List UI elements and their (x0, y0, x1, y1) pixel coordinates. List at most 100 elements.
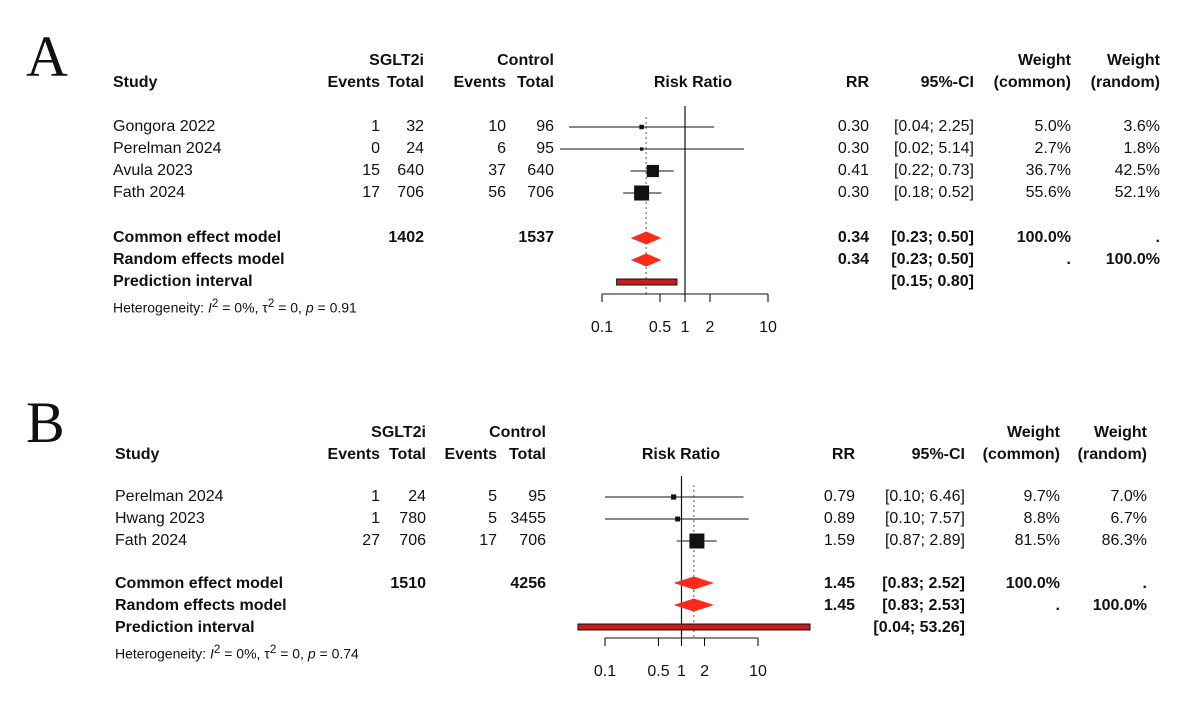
common-total1: 1510 (390, 575, 426, 592)
events1: 1 (371, 488, 380, 505)
rr-header: RR (845, 74, 869, 91)
ci-value: [0.10; 6.46] (884, 488, 965, 505)
study-name: Avula 2023 (113, 162, 193, 179)
weight-random: 42.5% (1114, 162, 1160, 179)
het-i2-symbol: I (209, 645, 214, 662)
total1-header: Total (386, 74, 424, 91)
x-tick-label: 10 (759, 319, 777, 336)
weight-common-subheader: (common) (982, 446, 1060, 463)
random-rr: 1.45 (823, 597, 855, 614)
x-tick-label: 0.1 (594, 663, 616, 680)
forest-panel-a: A SGLT2i Control Weight Weight Study Eve… (26, 24, 1160, 337)
study-header: Study (113, 74, 158, 91)
weight-random: 52.1% (1114, 184, 1160, 201)
prediction-interval-bar (616, 278, 678, 286)
group1-header: SGLT2i (371, 424, 426, 441)
weight-random-subheader: (random) (1090, 74, 1160, 91)
weight-common: 9.7% (1023, 488, 1060, 505)
ci-value: [0.10; 7.57] (884, 510, 965, 527)
het-i2-val: = 0%, (218, 299, 263, 316)
x-tick-label: 0.5 (649, 319, 671, 336)
events2-header: Events (444, 446, 497, 463)
random-weight-common: . (1066, 251, 1071, 268)
x-tick-label: 1 (677, 663, 686, 680)
events1-header: Events (327, 446, 380, 463)
weight-random-subheader: (random) (1077, 446, 1147, 463)
common-effect-diamond (673, 576, 714, 590)
prediction-label: Prediction interval (113, 273, 253, 290)
weight-common-header: Weight (1006, 424, 1060, 441)
het-p-symbol: p (305, 299, 314, 316)
total2: 706 (527, 184, 554, 201)
common-model-label: Common effect model (115, 575, 284, 592)
total2: 95 (536, 140, 554, 157)
weight-common-header: Weight (1017, 52, 1071, 69)
x-tick-label: 2 (700, 663, 709, 680)
common-weight-common: 100.0% (1016, 229, 1071, 246)
weight-common: 5.0% (1034, 118, 1071, 135)
x-tick-label: 0.5 (647, 663, 669, 680)
x-tick-label: 2 (706, 319, 715, 336)
heterogeneity-text: Heterogeneity: I2 = 0%, τ2 = 0, p = 0.91 (113, 295, 357, 317)
het-i2-symbol: I (207, 299, 212, 316)
het-i2-sup: 2 (211, 297, 219, 310)
random-weight-random: 100.0% (1092, 597, 1147, 614)
events1: 1 (371, 118, 380, 135)
ci-value: [0.02; 5.14] (893, 140, 974, 157)
ci-value: [0.87; 2.89] (884, 532, 965, 549)
common-weight-random: . (1142, 575, 1147, 592)
study-marker (671, 494, 677, 500)
het-tau-symbol: τ (264, 645, 270, 662)
study-name: Fath 2024 (115, 532, 188, 549)
het-i2-val: = 0%, (220, 645, 265, 662)
weight-common: 8.8% (1023, 510, 1060, 527)
common-total2: 4256 (510, 575, 546, 592)
total1: 780 (399, 510, 426, 527)
study-name: Perelman 2024 (115, 488, 224, 505)
x-tick-label: 1 (681, 319, 690, 336)
rr-value: 0.89 (823, 510, 855, 527)
total2: 706 (519, 532, 546, 549)
study-marker (639, 147, 644, 151)
het-p-val: = 0.74 (315, 645, 359, 662)
plot-title: Risk Ratio (653, 74, 733, 91)
study-name: Gongora 2022 (113, 118, 216, 135)
events2: 6 (497, 140, 506, 157)
common-rr: 0.34 (837, 229, 869, 246)
heterogeneity-text: Heterogeneity: I2 = 0%, τ2 = 0, p = 0.74 (115, 641, 359, 663)
weight-random: 1.8% (1123, 140, 1160, 157)
random-ci: [0.23; 0.50] (891, 251, 974, 268)
study-marker (689, 533, 705, 549)
panel-letter: A (26, 24, 68, 89)
group2-header: Control (497, 52, 554, 69)
ci-value: [0.18; 0.52] (893, 184, 974, 201)
het-tau-sup: 2 (267, 297, 275, 310)
events1: 0 (371, 140, 380, 157)
het-prefix: Heterogeneity: (113, 299, 208, 316)
weight-random: 86.3% (1101, 532, 1147, 549)
random-ci: [0.83; 2.53] (882, 597, 965, 614)
rr-value: 0.30 (837, 118, 869, 135)
total1: 24 (408, 488, 426, 505)
panel-letter: B (26, 390, 65, 455)
het-p-val: = 0.91 (313, 299, 357, 316)
common-total2: 1537 (518, 229, 554, 246)
events2: 37 (488, 162, 506, 179)
forest-plot-a: 0.1 0.5 1 2 10 (560, 106, 777, 336)
study-marker (675, 516, 681, 522)
ci-header: 95%-CI (911, 446, 965, 463)
total2: 96 (536, 118, 554, 135)
rr-value: 0.30 (837, 184, 869, 201)
study-name: Fath 2024 (113, 184, 186, 201)
ci-value: [0.22; 0.73] (893, 162, 974, 179)
het-tau-val: = 0, (276, 645, 308, 662)
common-total1: 1402 (388, 229, 424, 246)
x-tick-label: 0.1 (591, 319, 613, 336)
total1-header: Total (388, 446, 426, 463)
het-prefix: Heterogeneity: (115, 645, 210, 662)
weight-common: 55.6% (1025, 184, 1071, 201)
total1: 706 (399, 532, 426, 549)
random-weight-common: . (1055, 597, 1060, 614)
het-tau-symbol: τ (262, 299, 268, 316)
group2-header: Control (489, 424, 546, 441)
